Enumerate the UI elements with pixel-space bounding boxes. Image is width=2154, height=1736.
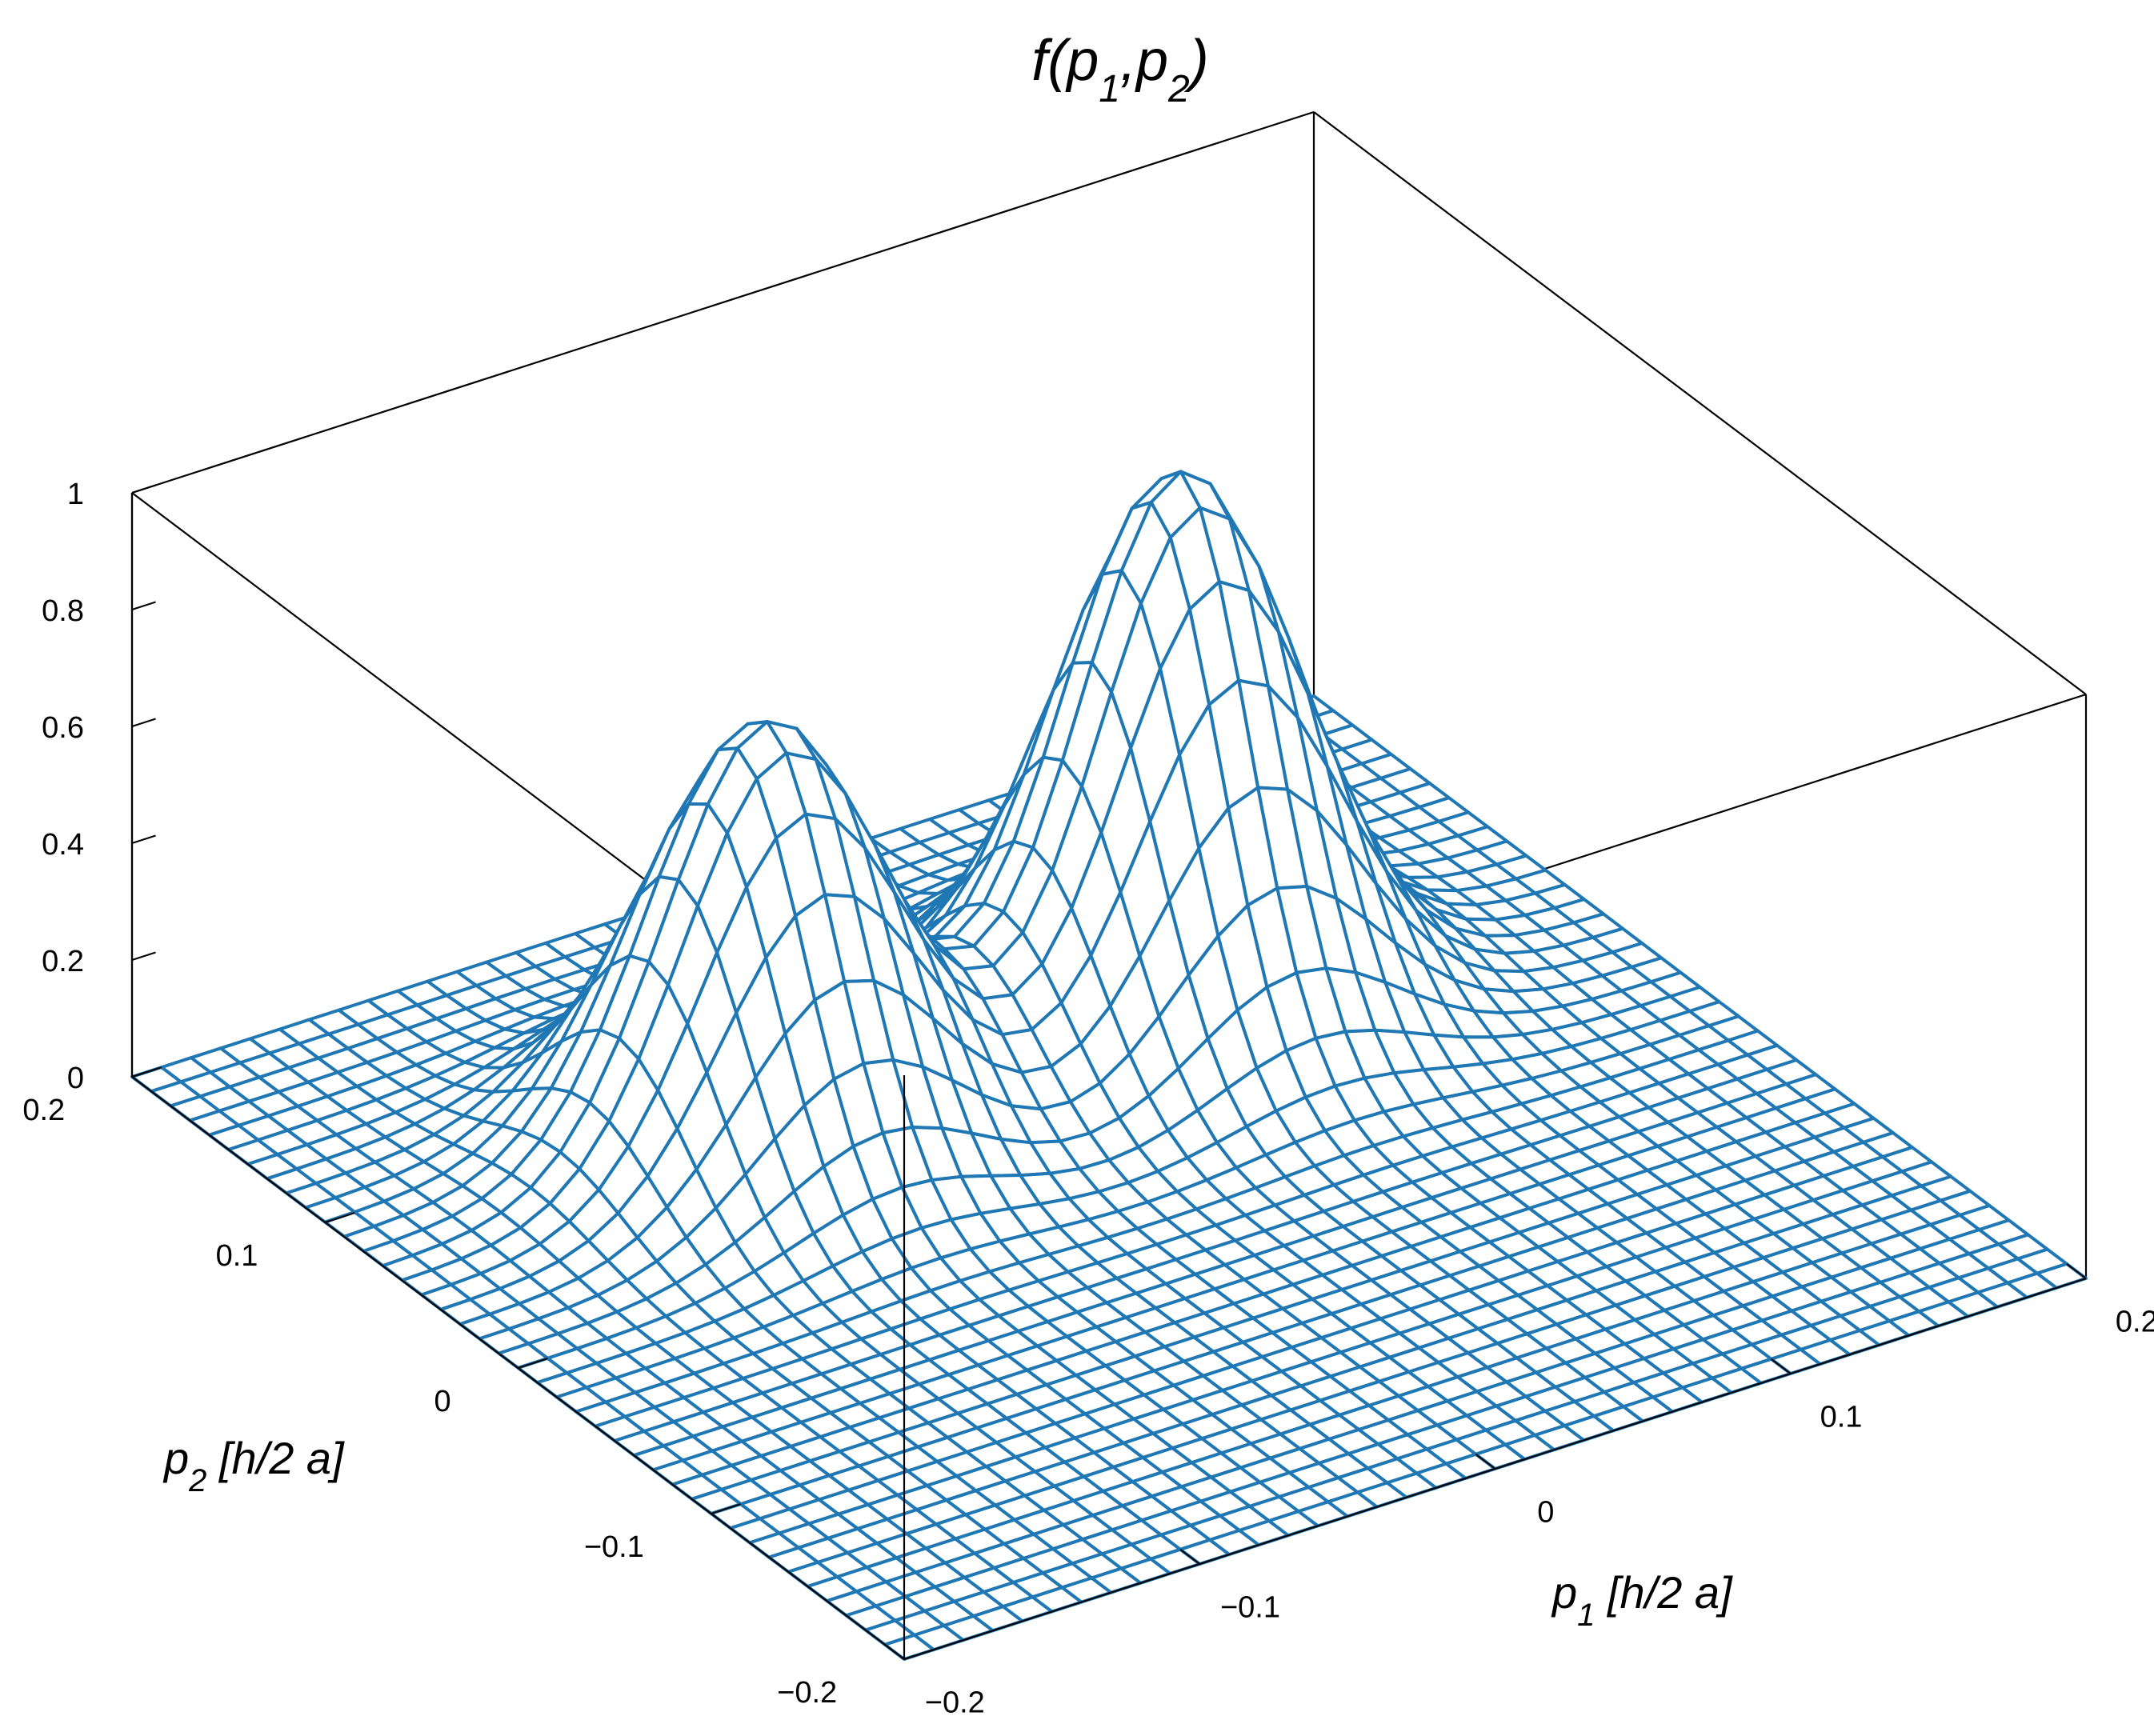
- z-tick: [131, 718, 156, 727]
- x-tick: [1475, 1454, 1496, 1470]
- x-tick: [2066, 1263, 2087, 1279]
- y-tick: [324, 1212, 355, 1223]
- y-axis-title: p2 [h/2 a]: [162, 1433, 345, 1498]
- x-tick-label: 0: [1537, 1495, 1554, 1529]
- z-tick: [131, 951, 156, 961]
- y-tick: [711, 1503, 742, 1514]
- x-tick-label: −0.1: [1220, 1590, 1280, 1624]
- z-tick: [131, 484, 156, 494]
- y-tick-label: 0.1: [216, 1239, 258, 1273]
- frame-edge: [131, 110, 1315, 494]
- axis-ticks: −0.2−0.100.10.2−0.2−0.100.10.200.20.40.6…: [22, 478, 2154, 1719]
- z-tick-label: 0.4: [42, 828, 84, 862]
- y-tick-label: −0.1: [584, 1530, 644, 1564]
- z-tick-label: 0.2: [42, 945, 84, 978]
- y-tick: [903, 1649, 935, 1660]
- y-tick-label: −0.2: [777, 1676, 837, 1710]
- x-tick: [1179, 1549, 1200, 1565]
- z-tick-label: 0: [67, 1062, 84, 1095]
- x-tick-label: −0.2: [925, 1686, 985, 1719]
- z-tick-label: 0.6: [42, 711, 84, 745]
- z-tick: [131, 834, 156, 844]
- x-tick-label: 0.2: [2116, 1305, 2154, 1338]
- x-tick-label: 0.1: [1820, 1400, 1863, 1434]
- x-tick: [884, 1644, 905, 1660]
- z-tick: [131, 601, 156, 610]
- y-tick-label: 0.2: [22, 1094, 65, 1127]
- frame-edge: [1313, 111, 2087, 695]
- y-tick: [518, 1358, 548, 1369]
- x-axis-title: p1 [h/2 a]: [1551, 1567, 1733, 1633]
- surface-mesh: [130, 470, 2088, 1661]
- chart-title: f(p1,p2): [1031, 29, 1208, 110]
- x-tick: [1770, 1358, 1792, 1374]
- z-tick-label: 0.8: [42, 594, 84, 628]
- y-tick-label: 0: [434, 1385, 451, 1418]
- z-tick: [131, 1068, 156, 1078]
- z-tick-label: 1: [67, 478, 84, 511]
